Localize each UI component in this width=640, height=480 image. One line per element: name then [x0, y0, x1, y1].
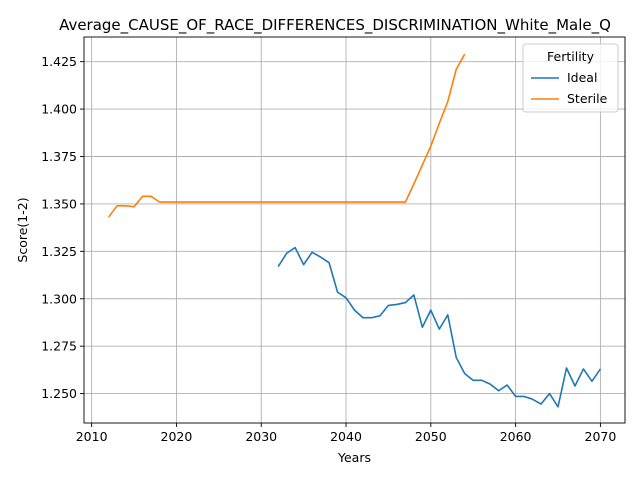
y-axis-label: Score(1-2)	[15, 197, 30, 262]
x-tick-label: 2020	[161, 429, 193, 444]
plot-frame	[83, 36, 626, 424]
y-tick-label: 1.425	[41, 54, 77, 69]
y-tick-label: 1.250	[41, 386, 77, 401]
legend-entries: Ideal Sterile	[531, 70, 608, 106]
legend-box	[522, 43, 619, 113]
y-tick-label: 1.400	[41, 102, 77, 117]
x-tick-label: 2070	[585, 429, 617, 444]
x-axis-ticks: 2010 2020 2030 2040 2050 2060 2070	[76, 423, 617, 444]
series-line-ideal	[277, 246, 602, 408]
y-axis-ticks: 1.250 1.275 1.300 1.325 1.350 1.375 1.400 1.425	[41, 54, 84, 401]
y-tick-label: 1.325	[41, 244, 77, 259]
x-tick-label: 2050	[415, 429, 447, 444]
y-tick-label: 1.350	[41, 196, 77, 211]
x-tick-label: 2010	[76, 429, 108, 444]
chart-title: Average_CAUSE_OF_RACE_DIFFERENCES_DISCRI…	[59, 16, 611, 35]
x-tick-label: 2030	[245, 429, 277, 444]
x-tick-label: 2040	[330, 429, 362, 444]
y-tick-label: 1.275	[41, 339, 77, 354]
y-tick-label: 1.300	[41, 291, 77, 306]
legend-label-ideal: Ideal	[567, 70, 597, 85]
x-axis-label: Years	[337, 450, 371, 465]
series-line-sterile	[107, 53, 466, 218]
legend-label-sterile: Sterile	[567, 91, 608, 106]
grid	[84, 37, 625, 423]
x-tick-label: 2060	[500, 429, 532, 444]
legend-title: Fertility	[547, 49, 595, 64]
legend: Fertility Ideal Sterile	[522, 43, 619, 113]
y-tick-label: 1.375	[41, 149, 77, 164]
series-lines	[107, 53, 602, 408]
